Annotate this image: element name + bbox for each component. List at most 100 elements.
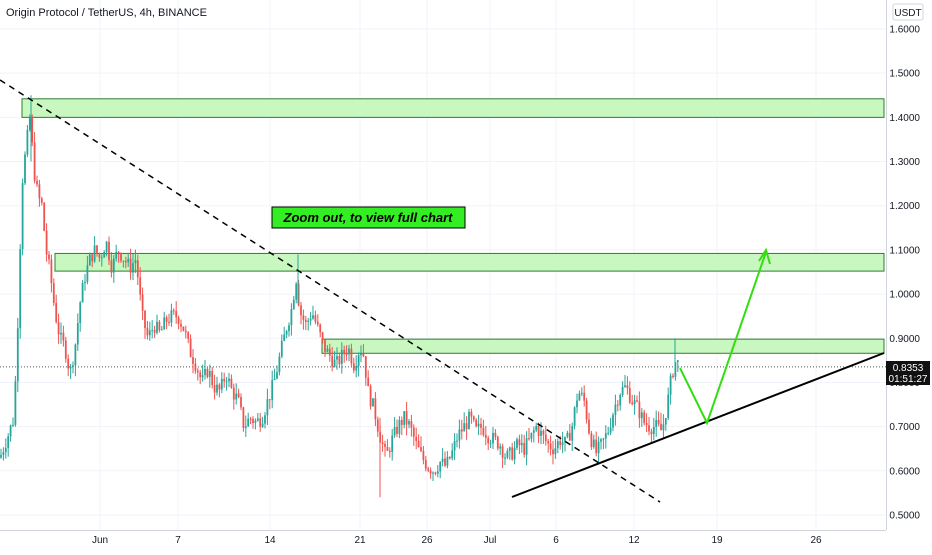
chart-title: Origin Protocol / TetherUS, 4h, BINANCE xyxy=(6,7,207,19)
candle-body xyxy=(573,407,576,426)
price-tick-label: 1.6000 xyxy=(889,25,920,36)
candle-body xyxy=(595,439,598,454)
candle-body xyxy=(86,265,89,282)
candle-body xyxy=(115,251,118,259)
candle-body xyxy=(16,328,19,382)
time-tick-label: 6 xyxy=(553,535,559,546)
candle-body xyxy=(2,452,5,455)
time-tick-label: 14 xyxy=(264,535,276,546)
candle-body xyxy=(480,423,482,428)
price-tag-value: 0.8353 xyxy=(893,363,924,374)
candle-body xyxy=(592,439,595,447)
candle-body xyxy=(475,419,478,427)
candle-body xyxy=(124,260,127,263)
candle-body xyxy=(213,385,216,393)
candle-body xyxy=(331,355,334,367)
candle-body xyxy=(583,392,586,401)
candle-body xyxy=(278,356,281,373)
candle-body xyxy=(628,387,631,403)
candle-body xyxy=(376,419,379,432)
candle-body xyxy=(302,315,305,320)
candle-body xyxy=(465,423,468,430)
candle-body xyxy=(249,418,252,420)
candle-body xyxy=(321,332,324,339)
candle-body xyxy=(333,359,336,367)
candle-body xyxy=(477,423,480,427)
candle-body xyxy=(273,378,276,381)
candle-body xyxy=(223,378,226,382)
candle-body xyxy=(561,442,564,446)
candle-body xyxy=(448,456,451,459)
candle-body xyxy=(48,254,50,260)
candle-body xyxy=(367,377,370,387)
candle-body xyxy=(146,328,149,336)
candle-body xyxy=(254,420,257,423)
candle-body xyxy=(7,436,10,449)
candle-body xyxy=(436,471,439,474)
candle-body xyxy=(105,241,108,252)
candle-body xyxy=(427,468,430,471)
candle-body xyxy=(489,443,492,445)
candle-body xyxy=(484,434,487,438)
currency-badge[interactable]: USDT xyxy=(892,3,924,21)
candle-body xyxy=(297,283,300,306)
candle-body xyxy=(62,332,65,341)
candle-body xyxy=(158,321,161,331)
price-tag-countdown: 01:51:27 xyxy=(889,374,928,385)
candle-body xyxy=(350,348,353,364)
candle-body xyxy=(657,420,660,424)
candle-body xyxy=(619,394,622,406)
candle-body xyxy=(148,330,151,336)
candle-body xyxy=(304,319,307,322)
candle-body xyxy=(194,363,197,371)
time-tick-label: Jun xyxy=(92,535,108,546)
candle-body xyxy=(585,400,588,420)
price-axis[interactable]: 1.6000 1.5000 1.4000 1.3000 1.2000 1.1000 1.00… xyxy=(886,0,932,550)
candle-body xyxy=(576,400,578,408)
candle-body xyxy=(660,423,662,431)
candle-body xyxy=(177,317,180,324)
ascending-trendline xyxy=(511,352,885,498)
candle-body xyxy=(638,401,641,419)
candle-body xyxy=(624,385,626,387)
candle-body xyxy=(578,393,581,401)
candle-body xyxy=(76,323,79,345)
candle-body xyxy=(537,425,540,437)
candle-body xyxy=(96,245,98,254)
candle-body xyxy=(340,349,343,364)
candle-body xyxy=(588,419,590,434)
candle-body xyxy=(120,252,122,261)
candle-body xyxy=(81,283,84,303)
candle-body xyxy=(316,321,319,325)
candle-body xyxy=(64,340,67,359)
candle-body xyxy=(50,259,53,284)
candle-body xyxy=(196,370,199,373)
candle-body xyxy=(110,260,113,273)
candle-body xyxy=(184,330,187,333)
candle-body xyxy=(501,446,504,458)
candle-body xyxy=(432,472,434,474)
time-axis-bg xyxy=(0,530,886,550)
candle-body xyxy=(153,329,156,333)
candle-body xyxy=(372,398,374,407)
time-tick-label: 12 xyxy=(628,535,640,546)
currency-label: USDT xyxy=(894,8,921,19)
candle-body xyxy=(175,311,178,318)
candle-body xyxy=(458,429,461,441)
candle-body xyxy=(31,118,34,143)
projection-arrowhead xyxy=(758,247,771,265)
candle-body xyxy=(453,441,456,451)
candle-body xyxy=(314,315,317,322)
candle-body xyxy=(112,258,115,273)
candle-body xyxy=(33,142,36,181)
candle-body xyxy=(607,432,610,434)
candle-body xyxy=(264,415,266,424)
candle-body xyxy=(374,398,377,420)
candle-body xyxy=(463,423,466,432)
candle-body xyxy=(439,461,442,472)
candle-body xyxy=(662,424,665,431)
time-axis[interactable]: Jun 7 14 21 26 Jul 6 12 19 26 xyxy=(0,530,886,550)
candle-body xyxy=(609,427,612,433)
